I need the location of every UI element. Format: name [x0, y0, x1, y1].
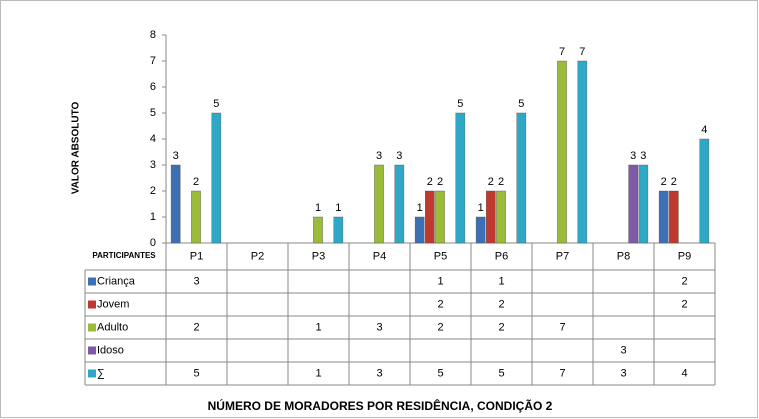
table-cell: 7: [559, 321, 565, 333]
bar: [313, 216, 323, 244]
data-label: 4: [701, 124, 707, 136]
data-label: 7: [559, 46, 565, 58]
table-cell: 3: [620, 344, 626, 356]
bar: [455, 112, 466, 244]
x-tick-label: P8: [617, 250, 630, 262]
table-cell: 3: [376, 321, 382, 333]
y-tick-label: 0: [150, 237, 156, 249]
bar: [374, 164, 384, 244]
bar: [658, 190, 669, 244]
table-cell: 4: [681, 367, 687, 379]
x-tick-label: P4: [373, 250, 386, 262]
legend-label: ∑: [97, 367, 105, 379]
y-tick-label: 4: [150, 133, 156, 145]
legend-swatch: [88, 300, 96, 309]
table-cell: 2: [498, 321, 504, 333]
table-cell: 2: [437, 321, 443, 333]
table-header: PARTICIPANTES: [92, 251, 156, 260]
bar: [516, 112, 527, 244]
table-cell: 5: [193, 367, 199, 379]
bar: [628, 164, 638, 244]
y-tick-label: 5: [150, 107, 156, 119]
x-tick-label: P9: [678, 250, 691, 262]
bar: [394, 164, 405, 244]
table-cell: 1: [498, 275, 504, 287]
y-tick-label: 3: [150, 159, 156, 171]
data-label: 5: [213, 98, 219, 110]
table-cell: 1: [437, 275, 443, 287]
data-label: 1: [335, 202, 341, 214]
x-tick-label: P1: [190, 250, 203, 262]
legend-label: Adulto: [97, 321, 128, 333]
table-cell: 2: [681, 275, 687, 287]
data-label: 5: [457, 98, 463, 110]
bar: [638, 164, 649, 244]
data-label: 2: [437, 176, 443, 188]
y-tick-label: 7: [150, 55, 156, 67]
bar: [496, 190, 506, 244]
bar: [211, 112, 222, 244]
legend-label: Jovem: [97, 298, 129, 310]
legend-swatch: [88, 277, 96, 286]
data-label: 3: [630, 150, 636, 162]
y-tick-label: 1: [150, 211, 156, 223]
table-cell: 3: [620, 367, 626, 379]
y-tick-label: 2: [150, 185, 156, 197]
bar: [191, 190, 201, 244]
x-tick-label: P5: [434, 250, 447, 262]
legend-swatch: [88, 323, 96, 332]
data-label: 3: [396, 150, 402, 162]
bar: [577, 60, 588, 244]
table-cell: 7: [559, 367, 565, 379]
data-label: 3: [173, 150, 179, 162]
chart-title: NÚMERO DE MORADORES POR RESIDÊNCIA, COND…: [208, 398, 553, 413]
x-tick-label: P6: [495, 250, 508, 262]
data-label: 2: [498, 176, 504, 188]
table-cell: 3: [193, 275, 199, 287]
x-tick-label: P2: [251, 250, 264, 262]
data-label: 1: [417, 202, 423, 214]
data-label: 2: [671, 176, 677, 188]
y-axis-title: VALOR ABSOLUTO: [71, 101, 82, 194]
table-cell: 2: [437, 298, 443, 310]
bar: [486, 190, 496, 244]
table-cell: 2: [193, 321, 199, 333]
table-cell: 1: [315, 367, 321, 379]
bar: [170, 164, 181, 244]
data-label: 2: [661, 176, 667, 188]
x-tick-label: P7: [556, 250, 569, 262]
y-tick-label: 6: [150, 81, 156, 93]
bar: [425, 190, 435, 244]
table-cell: 2: [681, 298, 687, 310]
data-label: 1: [315, 202, 321, 214]
data-label: 1: [478, 202, 484, 214]
table-cell: 1: [315, 321, 321, 333]
legend-label: Idoso: [97, 344, 124, 356]
bar: [414, 216, 425, 244]
table-cell: 3: [376, 367, 382, 379]
bar: [669, 190, 679, 244]
bar: [475, 216, 486, 244]
data-label: 2: [193, 176, 199, 188]
table-cell: 2: [498, 298, 504, 310]
bar: [557, 60, 567, 244]
data-label: 2: [488, 176, 494, 188]
table-cell: 5: [437, 367, 443, 379]
legend-label: Criança: [97, 275, 136, 287]
bar: [435, 190, 445, 244]
y-tick-label: 8: [150, 29, 156, 41]
legend-swatch: [88, 346, 96, 355]
bar: [333, 216, 344, 244]
data-label: 3: [376, 150, 382, 162]
table-cell: 5: [498, 367, 504, 379]
data-label: 2: [427, 176, 433, 188]
legend-swatch: [88, 369, 96, 378]
data-label: 3: [640, 150, 646, 162]
bar: [699, 138, 710, 244]
data-label: 5: [518, 98, 524, 110]
data-label: 7: [579, 46, 585, 58]
x-tick-label: P3: [312, 250, 325, 262]
